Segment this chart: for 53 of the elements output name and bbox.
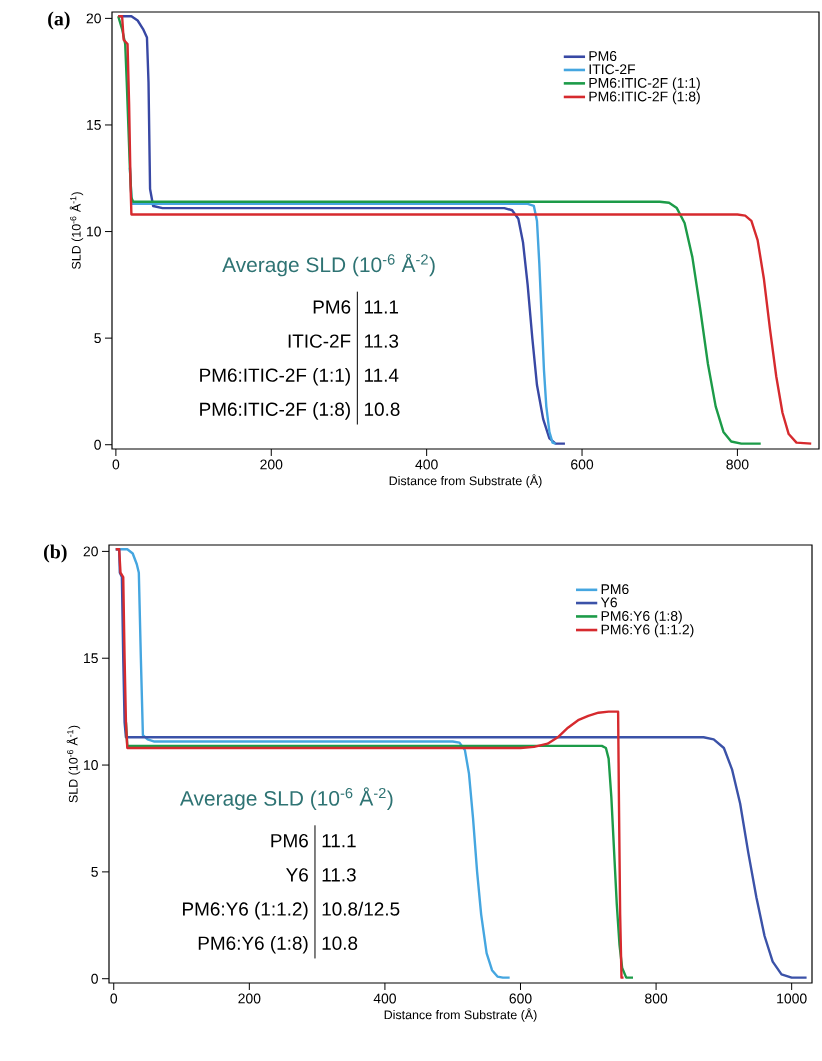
annotation: 10.8 (364, 402, 400, 416)
x-tick-label: 800 (645, 993, 668, 1004)
annotation: ITIC-2F (288, 334, 351, 348)
x-tick-label: 400 (415, 459, 438, 470)
x-tick-label: 600 (509, 993, 532, 1004)
x-axis-title: Distance from Substrate (Å) (389, 474, 542, 488)
annotation: 11.1 (322, 834, 356, 848)
x-tick-label: 0 (110, 993, 118, 1004)
chart-title: (a) (48, 11, 70, 30)
legend-label: ITIC-2F (589, 64, 636, 75)
legend-label: PM6 (589, 51, 617, 62)
annotation: 11.3 (322, 868, 356, 882)
annotation: PM6 (313, 300, 351, 314)
y-tick-label: 0 (94, 439, 101, 450)
y-tick-label: 0 (91, 973, 98, 984)
annotation: Y6 (286, 868, 308, 882)
legend-label: PM6:Y6 (1:1.2) (601, 624, 694, 638)
x-tick-label: 0 (112, 459, 120, 470)
legend-label: PM6:Y6 (1:8) (601, 610, 682, 624)
annotation: 10.8/12.5 (322, 901, 400, 916)
y-tick-label: 10 (87, 226, 101, 237)
x-tick-label: 200 (238, 993, 261, 1004)
annotation: PM6 (271, 833, 308, 848)
annotation: PM6:Y6 (1:8) (198, 935, 308, 954)
annotation: Average SLD (10$^{-6}$ Å$^{-2}$) (179, 787, 393, 810)
chart-title: (b) (44, 544, 67, 563)
y-tick-label: 20 (86, 13, 101, 24)
legend-label: PM6:ITIC-2F (1:1) (589, 77, 700, 91)
legend-label: PM6 (601, 584, 629, 595)
x-tick-label: 800 (726, 459, 749, 470)
annotation: PM6:Y6 (1:1.2) (183, 901, 308, 920)
annotation: Average SLD (10$^{-6}$ Å$^{-2}$) (222, 253, 435, 277)
y-tick-label: 15 (87, 120, 101, 130)
annotation: 11.4 (364, 368, 399, 382)
legend-label: PM6:ITIC-2F (1:8) (589, 91, 700, 105)
annotation: PM6:ITIC-2F (1:1) (200, 367, 350, 386)
legend-label: Y6 (600, 597, 617, 608)
x-tick-label: 400 (373, 993, 397, 1004)
annotation: PM6:ITIC-2F (1:8) (200, 402, 350, 420)
x-tick-label: 200 (260, 459, 283, 470)
y-tick-label: 5 (94, 333, 101, 344)
x-tick-label: 600 (571, 459, 594, 470)
y-tick-label: 15 (84, 653, 98, 664)
y-axis-title: SLD (10$^{-6}$ Å$^{-1}$) (66, 725, 81, 803)
x-tick-label: 1000 (777, 993, 807, 1004)
annotation: 10.8 (322, 936, 358, 950)
y-axis-title: SLD (10$^{-6}$ Å$^{-1}$) (69, 192, 84, 269)
x-axis-title: Distance from Substrate (Å) (384, 1008, 537, 1022)
y-tick-label: 5 (91, 867, 98, 877)
y-tick-label: 20 (83, 546, 98, 557)
y-tick-label: 10 (84, 760, 98, 770)
annotation: 11.3 (364, 334, 399, 348)
annotation: 11.1 (364, 300, 399, 314)
